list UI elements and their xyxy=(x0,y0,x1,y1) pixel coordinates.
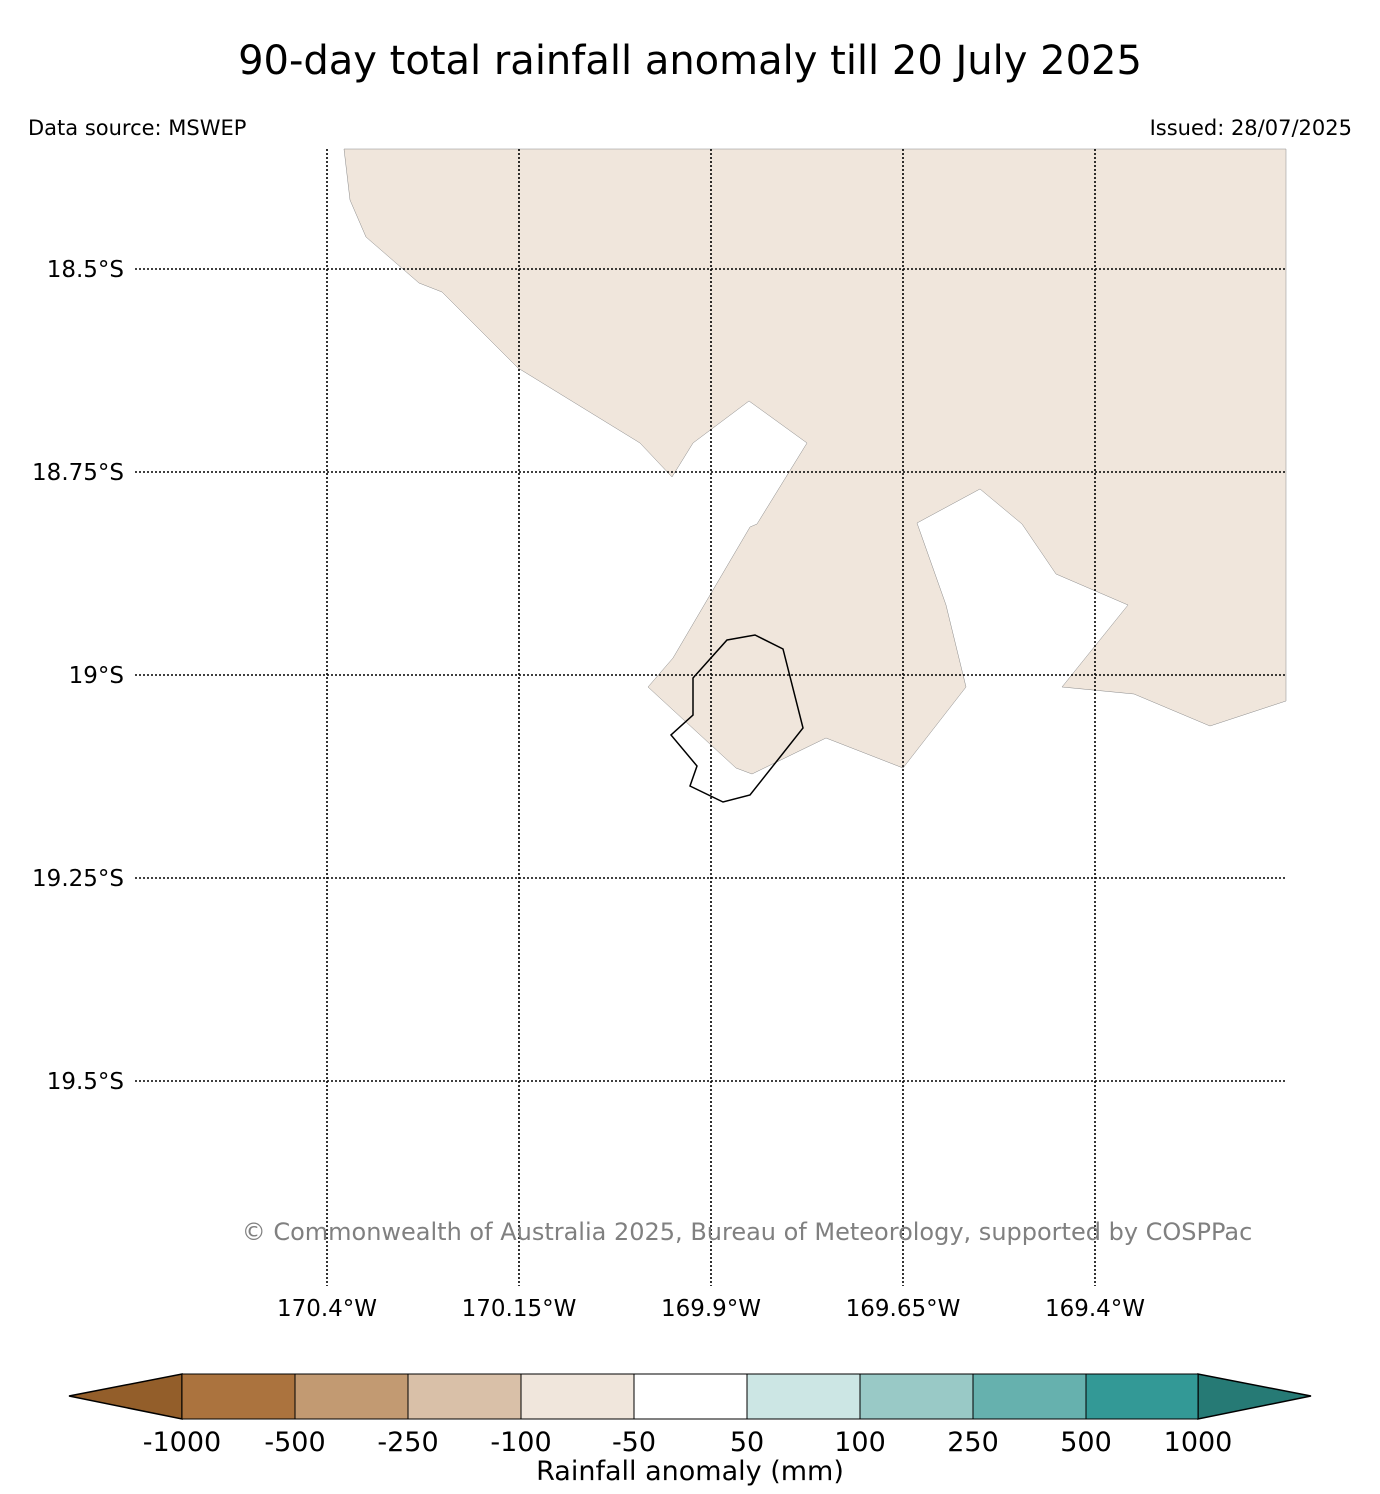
issued-date-label: Issued: 28/07/2025 xyxy=(1149,116,1352,140)
colorbar-extend-low xyxy=(68,1373,183,1420)
colorbar-bin xyxy=(1085,1373,1199,1420)
colorbar-bin xyxy=(520,1373,635,1420)
colorbar-bin xyxy=(972,1373,1087,1420)
longitude-labels: 170.4°W 170.15°W 169.9°W 169.65°W 169.4°… xyxy=(277,1296,1145,1322)
map-area xyxy=(343,148,1287,803)
colorbar-tick-label: -500 xyxy=(264,1427,325,1458)
lat-label: 19.25°S xyxy=(32,866,124,892)
colorbar-tick-label: -1000 xyxy=(143,1427,221,1458)
lat-label: 18.75°S xyxy=(32,460,124,486)
copyright-text: © Commonwealth of Australia 2025, Bureau… xyxy=(242,1218,1253,1246)
colorbar-bin xyxy=(407,1373,522,1420)
colorbar-tick-label: 500 xyxy=(1060,1427,1112,1458)
colorbar-tick-label: -50 xyxy=(612,1427,656,1458)
lon-label: 169.65°W xyxy=(846,1296,961,1322)
colorbar-title: Rainfall anomaly (mm) xyxy=(536,1456,844,1487)
anomaly-fill-region xyxy=(343,148,1287,775)
graticule xyxy=(135,149,1286,1286)
colorbar-bin xyxy=(746,1373,861,1420)
lon-label: 169.4°W xyxy=(1045,1296,1145,1322)
lon-label: 170.4°W xyxy=(277,1296,377,1322)
colorbar-bin xyxy=(181,1373,296,1420)
colorbar-bin xyxy=(859,1373,974,1420)
latitude-labels: 18.5°S 18.75°S 19°S 19.25°S 19.5°S xyxy=(32,257,124,1095)
lat-label: 18.5°S xyxy=(47,257,124,283)
lon-label: 170.15°W xyxy=(462,1296,577,1322)
colorbar-tick-label: 50 xyxy=(730,1427,764,1458)
lat-label: 19°S xyxy=(69,663,124,689)
colorbar-extend-high xyxy=(1197,1373,1312,1420)
colorbar-bin xyxy=(633,1373,748,1420)
colorbar-tick-label: -250 xyxy=(377,1427,438,1458)
colorbar-tick-label: -100 xyxy=(490,1427,551,1458)
map-title: 90-day total rainfall anomaly till 20 Ju… xyxy=(238,38,1142,84)
lat-label: 19.5°S xyxy=(47,1069,124,1095)
colorbar: -1000 -500 -250 -100 -50 50 100 250 500 … xyxy=(68,1373,1312,1487)
colorbar-tick-label: 250 xyxy=(947,1427,999,1458)
data-source-label: Data source: MSWEP xyxy=(28,116,247,140)
colorbar-tick-label: 1000 xyxy=(1164,1427,1233,1458)
lon-label: 169.9°W xyxy=(661,1296,761,1322)
colorbar-tick-label: 100 xyxy=(834,1427,886,1458)
colorbar-bin xyxy=(294,1373,409,1420)
island-coastline xyxy=(669,634,804,803)
